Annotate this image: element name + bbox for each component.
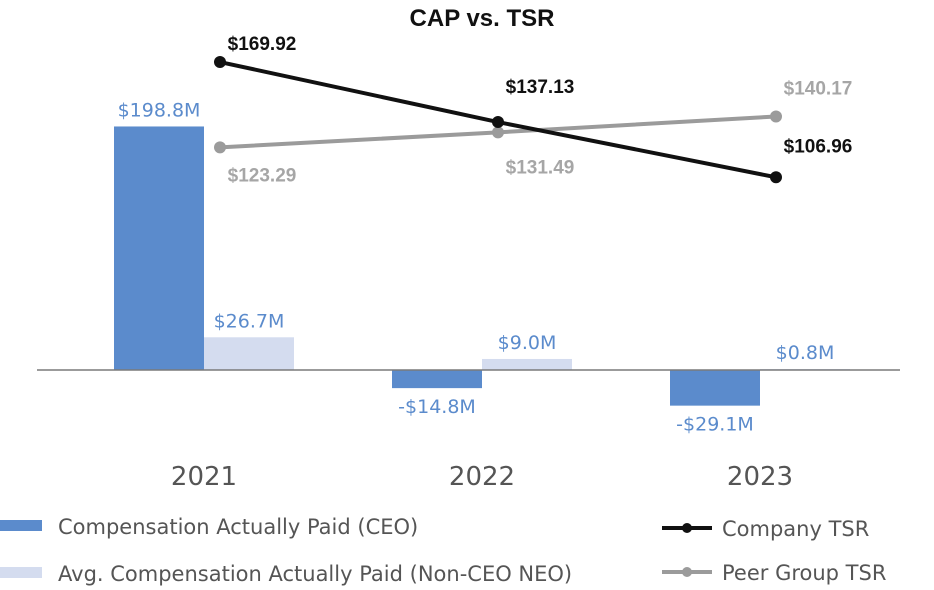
peer-group-tsr-point-2023: [770, 110, 782, 123]
line-layer: $123.29 $131.49 $140.17 $169.92 $137.13 $106.…: [214, 34, 852, 186]
company-tsr-point-2021: [214, 56, 226, 69]
legend-ceo-swatch: [0, 520, 42, 531]
company-tsr-label-2023: $106.96: [784, 136, 853, 157]
peer-group-tsr-point-2021: [214, 141, 226, 154]
ceo-cap-bar-2021: [114, 126, 204, 370]
legend-neo-swatch: [0, 567, 42, 578]
legend: Compensation Actually Paid (CEO) Avg. Com…: [0, 515, 886, 586]
neo-cap-label-2021: $26.7M: [214, 310, 285, 332]
peer-group-tsr-point-2022: [492, 126, 504, 139]
legend-ceo-label: Compensation Actually Paid (CEO): [58, 515, 418, 539]
x-tick-label-2021: 2021: [171, 462, 237, 492]
peer-group-tsr-label-2022: $131.49: [506, 157, 575, 178]
neo-cap-bar-2022: [482, 358, 572, 370]
company-tsr-point-2023: [770, 171, 782, 184]
neo-cap-bar-2021: [204, 337, 294, 370]
legend-company-label: Company TSR: [722, 517, 869, 541]
x-tick-label-2023: 2023: [727, 462, 793, 492]
ceo-cap-bar-2023: [670, 370, 760, 406]
neo-cap-label-2022: $9.0M: [498, 332, 557, 354]
category-axis: 2021 2022 2023: [171, 462, 793, 492]
ceo-cap-label-2021: $198.8M: [118, 99, 201, 121]
company-tsr-point-2022: [492, 116, 504, 129]
ceo-cap-bar-2022: [392, 370, 482, 389]
ceo-cap-label-2022: -$14.8M: [398, 396, 476, 418]
ceo-cap-label-2023: -$29.1M: [676, 414, 754, 436]
legend-neo-label: Avg. Compensation Actually Paid (Non-CEO…: [58, 562, 572, 586]
neo-cap-label-2023: $0.8M: [776, 342, 835, 364]
legend-peer-swatch-marker: [682, 567, 692, 577]
company-tsr-label-2021: $169.92: [228, 34, 297, 55]
x-tick-label-2022: 2022: [449, 462, 515, 492]
company-tsr-label-2022: $137.13: [506, 77, 575, 98]
bar-layer: $198.8M -$14.8M -$29.1M $26.7M $9.0M $0.8M: [114, 99, 850, 436]
peer-group-tsr-label-2023: $140.17: [784, 78, 853, 99]
chart-title: CAP vs. TSR: [410, 5, 555, 32]
legend-company-swatch-marker: [682, 523, 692, 533]
legend-peer-label: Peer Group TSR: [722, 561, 886, 585]
peer-group-tsr-label-2021: $123.29: [228, 165, 297, 186]
